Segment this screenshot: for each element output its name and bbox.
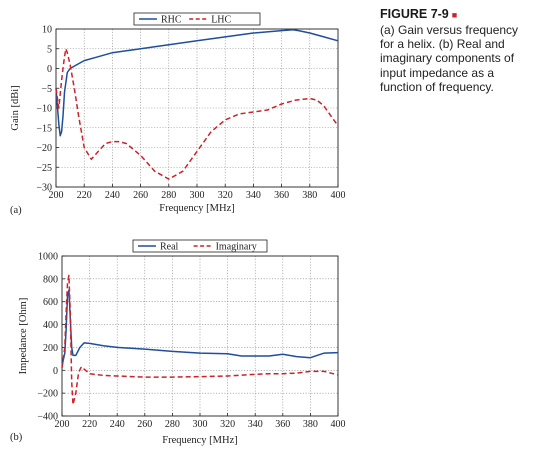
legend-label-imaginary: Imaginary [216,242,257,253]
y-tick-label: −400 [37,412,58,423]
x-tick-label: 260 [137,419,152,430]
x-tick-label: 240 [105,190,120,201]
chart-panel-b: 200 220 240 260 280 300 320 340 360 380 400 1000 800… [10,240,346,446]
y-tick-label: −20 [36,143,52,154]
y-tick-label: −15 [36,123,52,134]
x-tick-label: 220 [82,419,97,430]
y-tick-label: 1000 [38,252,58,263]
x-tick-label: 400 [331,190,346,201]
y-tick-label: −25 [36,163,52,174]
legend: Real Imaginary [133,240,267,253]
caption-heading-text: FIGURE 7-9 [380,7,449,21]
y-tick-label: −30 [36,183,52,194]
x-tick-label: 320 [220,419,235,430]
panel-label: (a) [10,205,22,216]
legend: RHC LHC [134,13,260,26]
x-tick-label: 400 [331,419,346,430]
x-tick-label: 280 [161,190,176,201]
plot-frame [62,256,338,416]
x-tick-label: 300 [193,419,208,430]
y-tick-label: 600 [43,297,58,308]
y-axis-title: Gain [dBi] [10,85,21,130]
x-tick-label: 380 [303,419,318,430]
y-tick-label: 10 [42,25,52,36]
x-tick-label: 340 [246,190,261,201]
x-axis-title: Frequency [MHz] [162,435,238,446]
y-tick-label: 0 [47,64,52,75]
y-tick-label: 400 [43,320,58,331]
y-tick-label: 800 [43,274,58,285]
legend-label-lhc: LHC [211,15,231,26]
figure-caption-heading: FIGURE 7-9 ■ [380,7,457,21]
y-axis-title: Impedance [Ohm] [18,298,29,375]
y-tick-label: 5 [47,44,52,55]
x-tick-label: 220 [77,190,92,201]
x-tick-label: 360 [274,190,289,201]
x-tick-label: 360 [275,419,290,430]
panel-label: (b) [10,432,23,443]
legend-label-real: Real [160,242,179,253]
x-tick-label: 380 [302,190,317,201]
y-tick-label: −10 [36,104,52,115]
x-tick-label: 300 [190,190,205,201]
legend-label-rhc: RHC [161,15,182,26]
x-tick-label: 240 [110,419,125,430]
x-tick-label: 280 [165,419,180,430]
y-tick-label: −200 [37,389,58,400]
x-tick-label: 320 [218,190,233,201]
chart-panel-a: 200 220 240 260 280 300 320 340 360 380 4001050−5−… [10,13,346,216]
x-tick-label: 260 [133,190,148,201]
x-tick-label: 340 [248,419,263,430]
x-axis-title: Frequency [MHz] [159,203,235,214]
y-tick-label: 200 [43,343,58,354]
y-tick-label: −5 [41,84,52,95]
figure-caption-text: (a) Gain versus frequency for a helix. (… [380,23,535,94]
y-tick-label: 0 [53,366,58,377]
caption-marker-icon: ■ [452,10,457,20]
